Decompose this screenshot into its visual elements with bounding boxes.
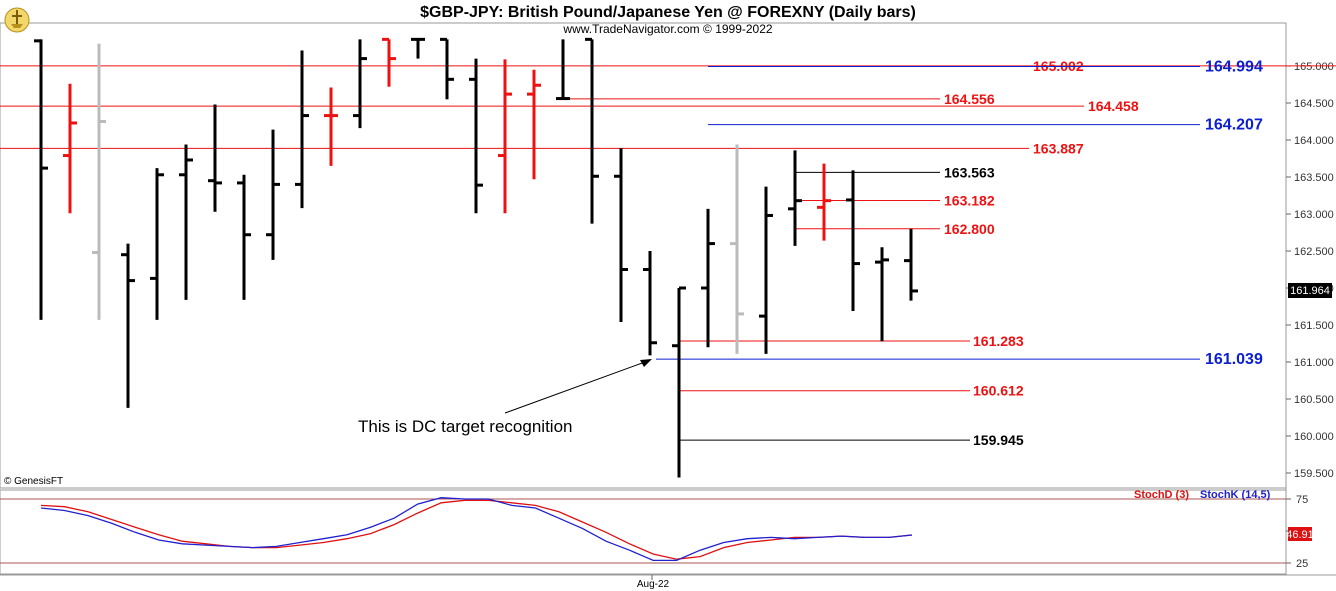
ohlc-bar xyxy=(237,174,251,300)
annotation-text: This is DC target recognition xyxy=(358,417,572,436)
price-tick-label: 159.500 xyxy=(1294,468,1334,480)
price-tick-label: 161.500 xyxy=(1294,320,1334,332)
price-tick-label: 165.000 xyxy=(1294,61,1334,73)
stoch-k-line xyxy=(40,497,913,562)
ohlc-bar xyxy=(701,208,715,348)
price-tick-label: 161.000 xyxy=(1294,357,1334,369)
level-label-160.612: 160.612 xyxy=(973,383,1024,399)
level-label-161.283: 161.283 xyxy=(973,333,1024,349)
legend-stoch-d: StochD (3) xyxy=(1134,489,1189,501)
ohlc-bar xyxy=(353,39,367,129)
ohlc-bar xyxy=(875,247,889,342)
ohlc-bar xyxy=(295,50,309,209)
level-label-162.800: 162.800 xyxy=(944,221,995,237)
ohlc-bar xyxy=(179,144,193,300)
price-tick-label: 160.000 xyxy=(1294,431,1334,443)
ohlc-bar xyxy=(643,251,657,356)
ohlc-bar xyxy=(788,150,802,246)
ohlc-bar xyxy=(469,58,483,214)
legend-stoch-k: StochK (14,5) xyxy=(1200,489,1271,501)
annotation-arrow xyxy=(504,359,652,414)
level-label-164.207: 164.207 xyxy=(1205,117,1263,134)
ohlc-bar xyxy=(63,83,77,214)
stoch-tick-label: 25 xyxy=(1296,558,1308,570)
ohlc-bar xyxy=(614,148,628,323)
ohlc-bar xyxy=(904,228,918,301)
ohlc-bar xyxy=(817,163,831,241)
price-panel xyxy=(0,22,1287,489)
ohlc-bar xyxy=(324,87,338,166)
level-label-163.563: 163.563 xyxy=(944,164,995,180)
level-label-164.994: 164.994 xyxy=(1205,58,1263,75)
level-label-163.182: 163.182 xyxy=(944,193,995,209)
price-levels: 165.002 164.994 164.556 164.458 164.207 163.8… xyxy=(0,58,1336,448)
last-price-marker: 161.964 xyxy=(1288,283,1332,298)
date-axis-label: Aug-22 xyxy=(637,579,670,590)
price-tick-label: 164.000 xyxy=(1294,135,1334,147)
price-tick-label: 163.000 xyxy=(1294,209,1334,221)
ohlc-bar xyxy=(498,59,512,214)
ohlc-bar xyxy=(121,243,135,408)
ohlc-bar xyxy=(266,129,280,260)
chart-title: $GBP-JPY: British Pound/Japanese Yen @ F… xyxy=(420,4,916,21)
ohlc-bar xyxy=(92,43,106,320)
ohlc-bar xyxy=(730,144,744,354)
ohlc-bars xyxy=(34,37,918,478)
tradenavigator-logo xyxy=(4,7,30,33)
price-tick-label: 164.500 xyxy=(1294,98,1334,110)
price-axis-bg xyxy=(1286,23,1336,488)
stoch-last-label: 46.91 xyxy=(1286,529,1314,541)
level-label-161.039: 161.039 xyxy=(1205,351,1263,368)
price-tick-label: 163.500 xyxy=(1294,172,1334,184)
ohlc-bar xyxy=(382,37,396,87)
stoch-d-line xyxy=(40,499,913,560)
ohlc-bar xyxy=(208,104,222,212)
ohlc-bar xyxy=(34,39,48,320)
ohlc-bar xyxy=(759,186,773,354)
ohlc-bar xyxy=(585,37,599,224)
level-label-165.002: 165.002 xyxy=(1033,58,1084,74)
ohlc-bar xyxy=(846,170,860,311)
chart-subtitle: www.TradeNavigator.com © 1999-2022 xyxy=(562,22,772,36)
ohlc-bar xyxy=(527,69,541,180)
stoch-last-marker: 46.91 xyxy=(1286,527,1314,541)
stoch-tick-label: 75 xyxy=(1296,494,1308,506)
level-label-164.556: 164.556 xyxy=(944,91,995,107)
copyright: © GenesisFT xyxy=(4,476,63,487)
ohlc-bar xyxy=(556,39,570,101)
ohlc-bar xyxy=(411,37,425,59)
price-tick-label: 162.500 xyxy=(1294,246,1334,258)
last-price-label: 161.964 xyxy=(1290,285,1330,297)
price-tick-label: 160.500 xyxy=(1294,394,1334,406)
ohlc-bar xyxy=(150,168,164,320)
ohlc-bar xyxy=(672,286,686,478)
level-label-164.458: 164.458 xyxy=(1088,98,1139,114)
level-label-163.887: 163.887 xyxy=(1033,140,1084,156)
ohlc-bar xyxy=(440,37,454,100)
level-label-159.945: 159.945 xyxy=(973,432,1024,448)
stoch-panel xyxy=(0,489,1287,575)
